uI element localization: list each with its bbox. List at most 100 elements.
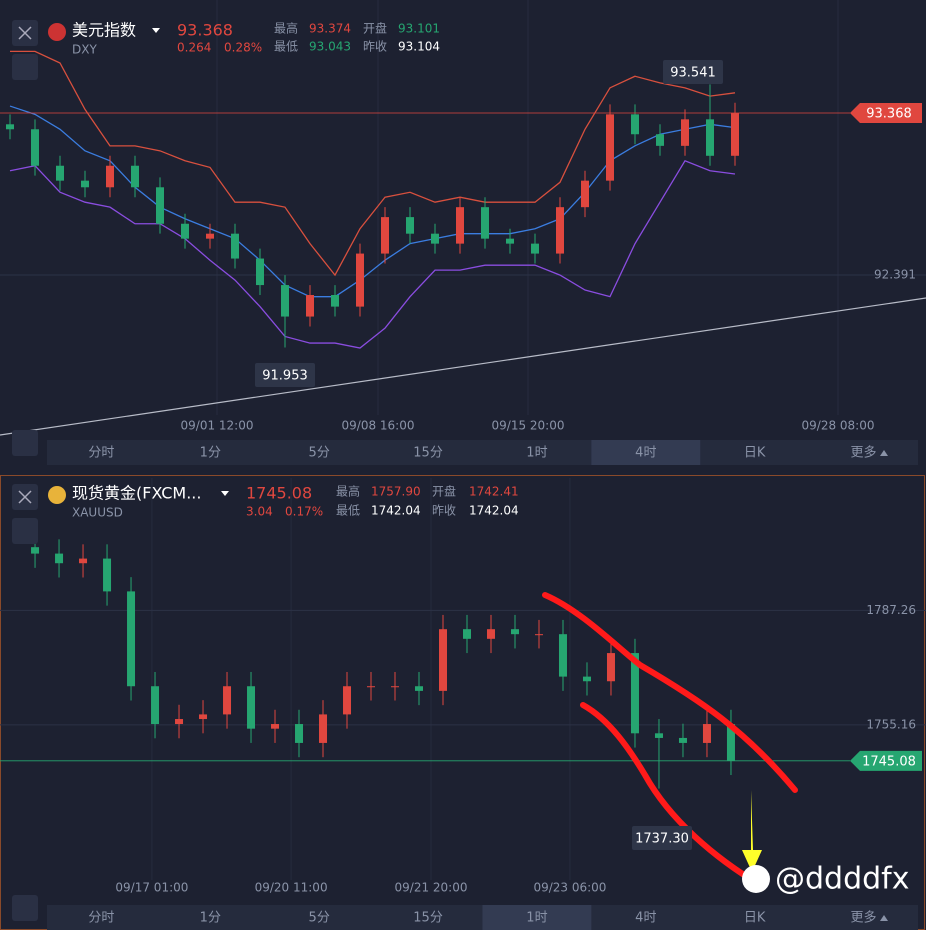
layers: 09/01 12:00 09/08 16:00 09/15 20:00 09/28 0…: [0, 0, 926, 895]
y-tick-label: 92.391: [874, 267, 916, 281]
candle-body: [534, 634, 543, 636]
more-arrow: [880, 450, 888, 456]
tab[interactable]: 5分: [309, 446, 330, 461]
candle-body: [206, 233, 214, 239]
toolbar: [47, 440, 918, 465]
candle-body: [31, 547, 40, 554]
stat-label: 最低: [336, 504, 360, 518]
annotation: 93.541: [670, 66, 716, 81]
change-pct: 0.28%: [224, 41, 262, 55]
candle-body: [55, 553, 64, 564]
chart: 09/17 01:00 09/20 11:00 09/21 20:00 09/23 0…: [0, 478, 926, 895]
candle-body: [56, 165, 64, 181]
candle-body: [481, 207, 489, 239]
candle-body: [531, 243, 539, 254]
band-line: [9, 105, 736, 298]
expand-button[interactable]: [12, 54, 38, 80]
x-tick-label: 09/15 20:00: [492, 419, 565, 433]
expand-button[interactable]: [12, 518, 38, 544]
candle-body: [456, 207, 464, 244]
candle-body: [131, 165, 139, 188]
y-tick-label: 1755.16: [866, 717, 916, 731]
drawn-line: [542, 592, 798, 793]
stat-label: 昨收: [363, 40, 387, 54]
tab[interactable]: 日K: [744, 911, 766, 926]
candle-body: [306, 295, 314, 317]
stat-value: 1742.41: [469, 485, 519, 499]
tab[interactable]: 更多: [851, 910, 877, 926]
candle-body: [678, 737, 687, 743]
x-tick-label: 09/28 08:00: [802, 419, 875, 433]
candle-body: [106, 165, 114, 188]
tab[interactable]: 1时: [526, 911, 547, 926]
dropdown[interactable]: [221, 491, 229, 496]
tab[interactable]: 1时: [526, 446, 547, 461]
tab[interactable]: 5分: [309, 911, 330, 926]
candle-body: [706, 119, 714, 156]
candle-body: [606, 114, 614, 181]
change: 3.04: [246, 505, 273, 519]
tab[interactable]: 15分: [413, 446, 443, 461]
candle-body: [281, 285, 289, 317]
price-tag: [850, 103, 922, 124]
candle-body: [151, 686, 160, 725]
candle-body: [367, 686, 376, 688]
candle-body: [726, 724, 735, 761]
x-tick-label: 09/17 01:00: [115, 881, 188, 895]
candle-body: [199, 714, 208, 720]
tab[interactable]: 1分: [200, 911, 221, 926]
tab[interactable]: 4时: [635, 911, 656, 926]
candle-body: [356, 253, 364, 307]
tab[interactable]: 日K: [744, 446, 766, 461]
stat-value: 93.101: [398, 22, 440, 36]
tab[interactable]: 15分: [413, 911, 443, 926]
symbol[interactable]: 美元指数: [72, 21, 136, 40]
change-pct: 0.17%: [285, 505, 323, 519]
x-tick-label: 09/01 12:00: [181, 419, 254, 433]
stat-label: 开盘: [432, 484, 456, 499]
stat-value: 93.043: [309, 40, 351, 54]
candle-body: [256, 258, 264, 286]
more-arrow: [880, 915, 888, 921]
x-tick-label: 09/21 20:00: [395, 881, 468, 895]
band-line: [10, 50, 736, 277]
candle-body: [295, 724, 304, 743]
symbol[interactable]: 现货黄金(FXCM...: [72, 484, 201, 503]
dropdown[interactable]: [152, 28, 160, 33]
stat-label: 最高: [274, 21, 298, 36]
candle-body: [462, 629, 471, 639]
tool-button[interactable]: [12, 895, 38, 921]
stat-value: 93.374: [309, 22, 351, 36]
annotation-box: [255, 363, 315, 387]
candle-body: [381, 217, 389, 254]
x-tick-label: 09/23 06:00: [533, 881, 606, 895]
candle-body: [582, 676, 591, 682]
code: DXY: [72, 43, 97, 57]
candle-body: [406, 217, 414, 234]
watermark: @ddddfx: [775, 862, 910, 897]
close-icon: [18, 26, 32, 40]
candle-body: [506, 238, 514, 244]
tab[interactable]: 4时: [635, 446, 656, 461]
tab[interactable]: 更多: [851, 445, 877, 461]
tab-active: [482, 905, 592, 930]
candle-body: [127, 591, 136, 687]
stat-value: 1742.04: [371, 504, 421, 518]
stat-label: 最低: [274, 40, 298, 54]
candle-body: [391, 686, 400, 688]
candle-body: [702, 724, 711, 743]
close-icon: [18, 490, 32, 504]
annotation: 1737.30: [635, 832, 689, 847]
candle-body: [438, 629, 447, 691]
candle-body: [81, 180, 89, 188]
flag-icon: [48, 23, 66, 41]
tab[interactable]: 1分: [200, 446, 221, 461]
candle-body: [79, 558, 88, 564]
price-tag: [850, 750, 922, 771]
tab[interactable]: 分时: [88, 911, 114, 926]
candle-body: [556, 207, 564, 254]
tool-button[interactable]: [12, 430, 38, 456]
candle-body: [103, 558, 112, 592]
tab[interactable]: 分时: [88, 446, 114, 461]
